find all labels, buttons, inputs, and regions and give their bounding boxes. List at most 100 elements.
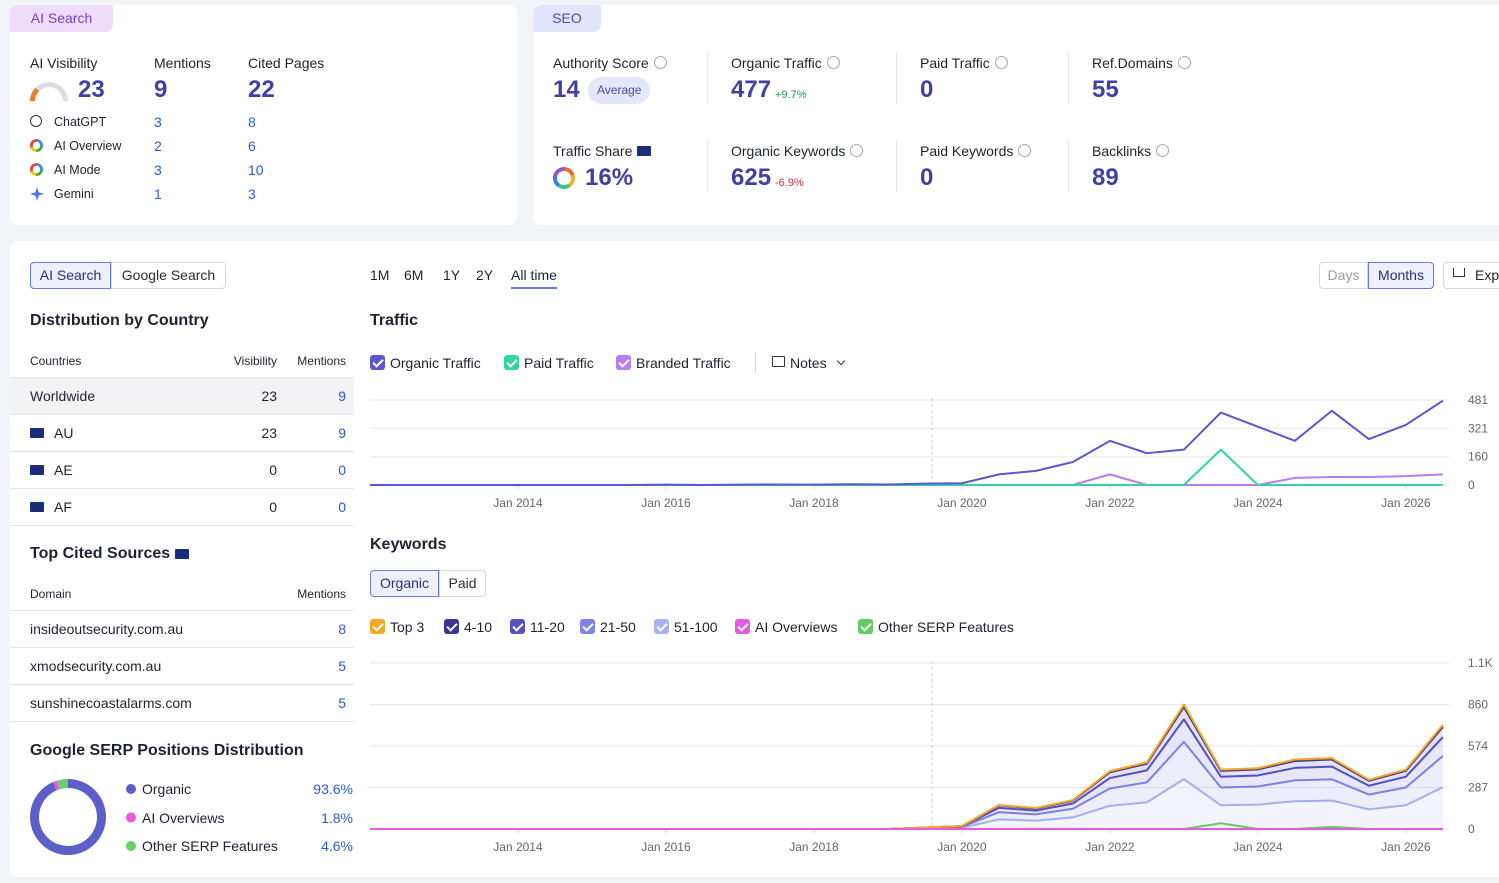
flag-icon <box>30 502 44 512</box>
legend-checkbox[interactable] <box>444 619 459 634</box>
x-tick-label: Jan 2018 <box>789 840 839 854</box>
export-label: Export <box>1475 267 1499 283</box>
source-mentions: 5 <box>338 658 346 674</box>
export-button[interactable] <box>1443 262 1499 289</box>
legend-checkbox[interactable] <box>370 355 385 370</box>
x-tick-label: Jan 2024 <box>1233 496 1283 510</box>
export-icon <box>1453 268 1465 277</box>
info-icon <box>1018 144 1031 157</box>
legend-checkbox[interactable] <box>504 355 519 370</box>
x-tick-label: Jan 2020 <box>937 496 987 510</box>
section-title: Top Cited Sources <box>30 545 171 562</box>
metric-value: 23 <box>78 76 105 103</box>
keyword-tab[interactable]: Paid <box>439 570 486 597</box>
notes-label[interactable]: Notes <box>790 355 827 371</box>
metric-value: 14 <box>553 76 580 103</box>
report-card <box>10 241 1499 877</box>
country-mentions: 0 <box>338 462 346 478</box>
info-icon <box>995 56 1008 69</box>
x-tick-label: Jan 2020 <box>937 840 987 854</box>
metric-value: 625 <box>731 164 772 191</box>
source-tab[interactable]: Google Search <box>111 262 226 289</box>
legend-checkbox[interactable] <box>616 355 631 370</box>
legend-label: Top 3 <box>390 619 425 635</box>
period-option[interactable]: 1M <box>370 267 390 283</box>
metric-label: Organic Traffic <box>731 55 822 71</box>
metric-label: Paid Keywords <box>920 143 1014 159</box>
legend-checkbox[interactable] <box>858 619 873 634</box>
x-tick-label: Jan 2014 <box>493 840 543 854</box>
separator <box>755 352 756 374</box>
x-tick-label: Jan 2026 <box>1381 496 1431 510</box>
legend-checkbox[interactable] <box>654 619 669 634</box>
pie-segment <box>30 779 106 855</box>
legend-checkbox[interactable] <box>580 619 595 634</box>
metric-label: Cited Pages <box>248 55 325 71</box>
x-tick-label: Jan 2016 <box>641 496 691 510</box>
chart-title: Keywords <box>370 536 447 553</box>
x-tick-label: Jan 2024 <box>1233 840 1283 854</box>
keyword-tab[interactable]: Organic <box>370 570 439 597</box>
metric-label: Authority Score <box>553 55 649 71</box>
engine-cited: 6 <box>248 138 256 154</box>
country-mentions: 9 <box>338 388 346 404</box>
period-option[interactable]: All time <box>511 267 557 283</box>
legend-dot <box>126 784 136 794</box>
granularity-option[interactable]: Months <box>1368 262 1434 289</box>
row-divider <box>10 414 354 415</box>
share-ring <box>553 167 575 189</box>
source-mentions: 8 <box>338 621 346 637</box>
engine-mentions: 1 <box>154 186 162 202</box>
country-visibility: 0 <box>269 462 277 478</box>
engine-cited: 10 <box>248 162 264 178</box>
row-divider <box>10 647 354 648</box>
y-tick-label: 574 <box>1468 739 1488 753</box>
metric-change: +9.7% <box>775 89 807 101</box>
engine-name: AI Overview <box>54 139 122 153</box>
legend-label: Branded Traffic <box>636 355 731 371</box>
separator <box>896 140 897 192</box>
section-title: Google SERP Positions Distribution <box>30 742 304 759</box>
series-line <box>370 399 1444 486</box>
engine-icon <box>30 139 43 152</box>
metric-value: 477 <box>731 76 772 103</box>
engine-cited: 8 <box>248 114 256 130</box>
metric-value: 9 <box>154 76 168 103</box>
country-name: AE <box>54 462 73 478</box>
metric-label: Ref.Domains <box>1092 55 1173 71</box>
legend-checkbox[interactable] <box>735 619 750 634</box>
period-option[interactable]: 6M <box>404 267 424 283</box>
period-option[interactable]: 2Y <box>476 267 494 283</box>
legend-dot <box>126 812 136 823</box>
column-header: Domain <box>30 587 72 601</box>
country-name: AF <box>54 499 72 515</box>
legend-checkbox[interactable] <box>370 619 385 634</box>
y-tick-label: 321 <box>1468 421 1488 435</box>
engine-cited: 3 <box>248 186 256 202</box>
column-header: Visibility <box>233 354 277 368</box>
info-icon <box>850 144 863 157</box>
y-tick-label: 160 <box>1468 450 1488 464</box>
legend-checkbox[interactable] <box>510 619 525 634</box>
separator <box>707 140 708 192</box>
metric-value: 55 <box>1092 76 1119 103</box>
country-mentions: 0 <box>338 499 346 515</box>
x-tick-label: Jan 2026 <box>1381 840 1431 854</box>
separator <box>896 52 897 104</box>
metric-label: Traffic Share <box>553 143 633 159</box>
info-icon <box>827 56 840 69</box>
granularity-option[interactable]: Days <box>1319 262 1368 289</box>
engine-mentions: 2 <box>154 138 162 154</box>
period-option[interactable]: 1Y <box>443 267 461 283</box>
legend-label: 11-20 <box>530 619 565 635</box>
x-tick-label: Jan 2014 <box>493 496 543 510</box>
flag-icon <box>175 549 189 559</box>
source-tab[interactable]: AI Search <box>30 262 111 289</box>
flag-icon <box>637 146 651 156</box>
metric-value: 0 <box>920 76 934 103</box>
legend-label: 21-50 <box>600 619 636 635</box>
engine-name: Gemini <box>54 187 94 201</box>
stack-area <box>370 741 1443 829</box>
legend-label: Other SERP Features <box>142 838 278 854</box>
